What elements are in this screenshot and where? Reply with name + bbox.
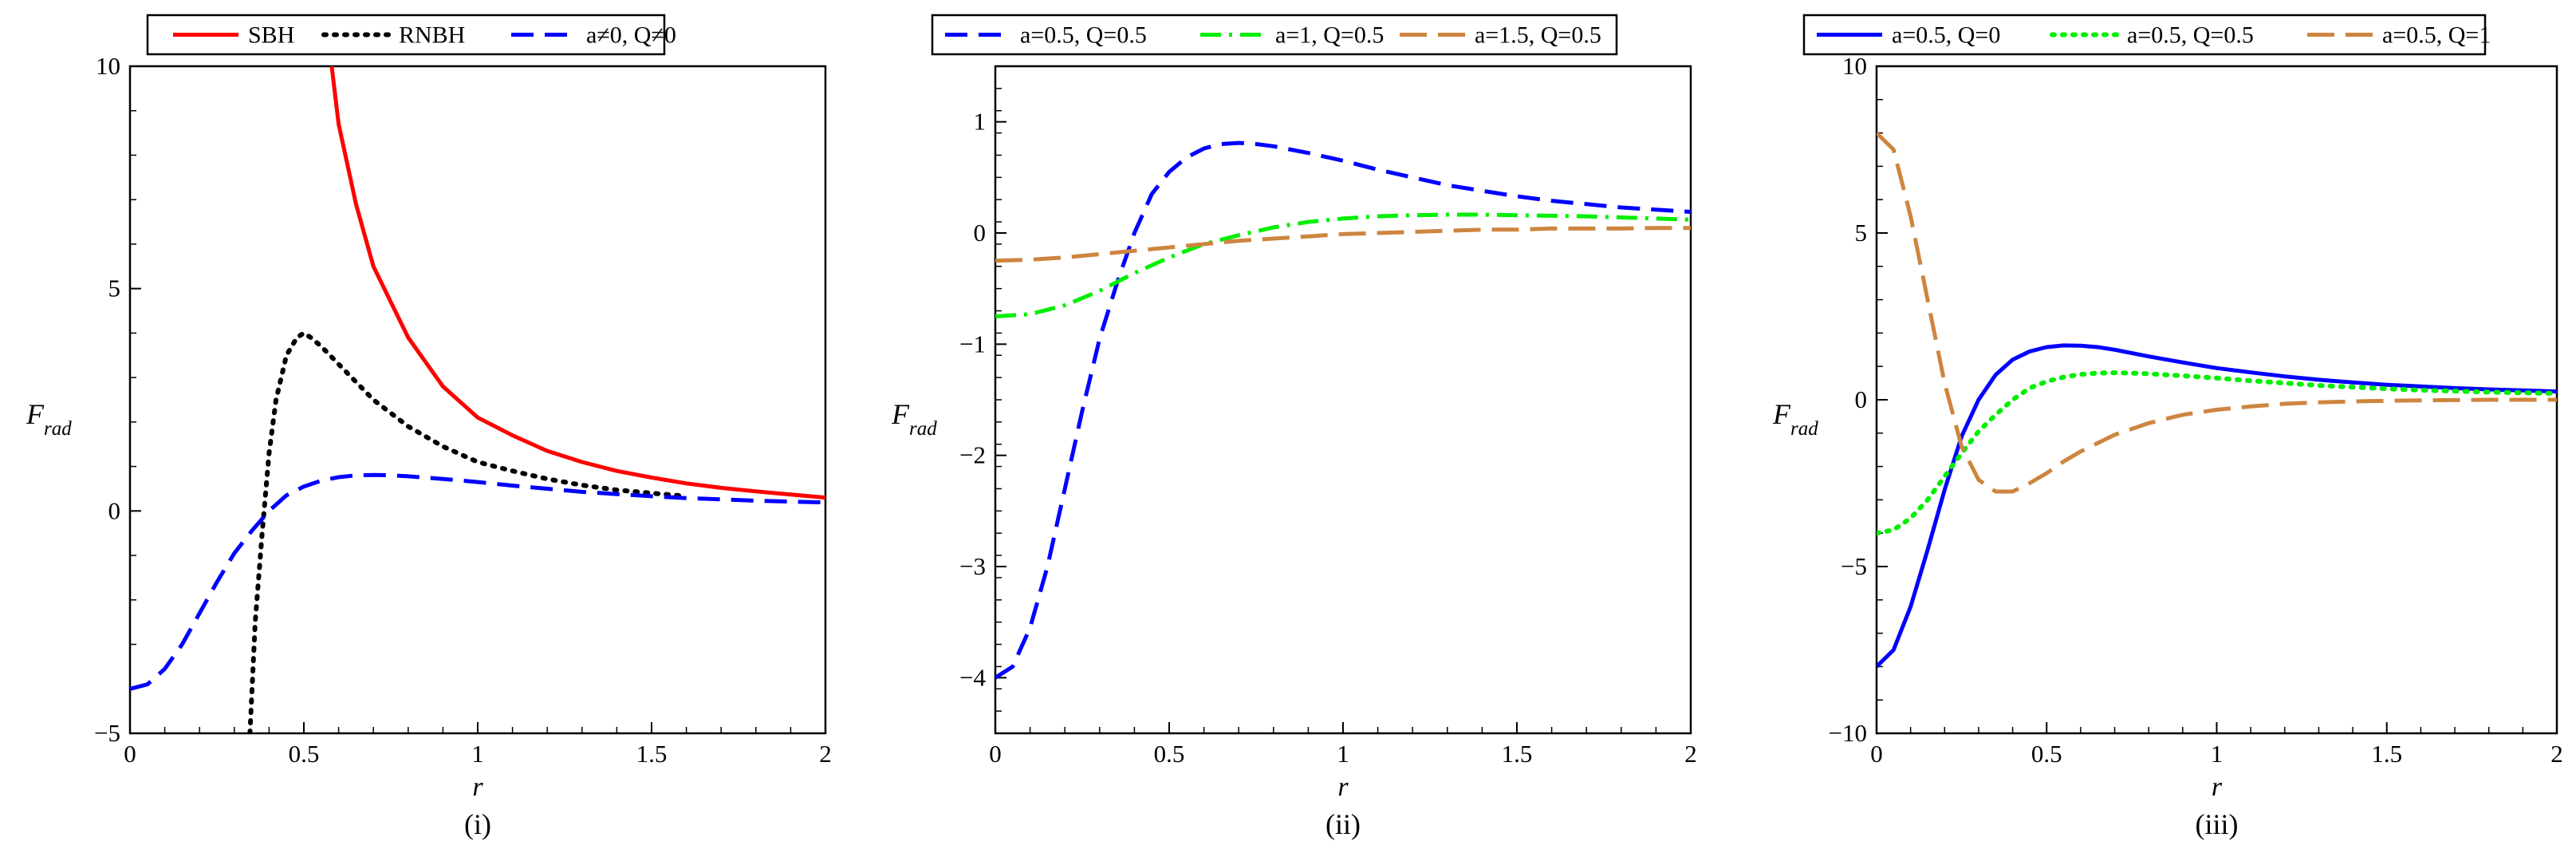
y-axis-label: F bbox=[1772, 398, 1791, 430]
y-tick-label: 0 bbox=[108, 496, 121, 524]
legend-label-2: RNBH bbox=[399, 22, 465, 49]
chart-panel-2: 0 0.5 1 1.5 2 −4 −3 −2 −1 0 1 r F rad (ii) a=0.5, Q=0.5… bbox=[891, 14, 1697, 840]
x-tick-label: 2 bbox=[819, 740, 832, 768]
panel-caption: (i) bbox=[464, 808, 491, 840]
x-tick-label: 1 bbox=[2211, 740, 2223, 768]
chart-panel-3: 0 0.5 1 1.5 2 −10 −5 0 5 10 r F rad (iii) a=0.5, Q=0 a=… bbox=[1772, 14, 2563, 840]
x-tick-label: 2 bbox=[1684, 740, 1697, 768]
x-tick-label: 1 bbox=[1337, 740, 1349, 768]
series-line-3 bbox=[130, 472, 825, 691]
y-tick-label: 10 bbox=[1842, 52, 1867, 80]
series-line-2 bbox=[247, 330, 689, 733]
legend-label-1: a=0.5, Q=0 bbox=[1892, 22, 2000, 49]
legend-label-3: a≠0, Q≠0 bbox=[586, 22, 676, 49]
x-tick-label: 0.5 bbox=[289, 740, 320, 768]
x-tick-label: 2 bbox=[2550, 740, 2563, 768]
plot-frame bbox=[128, 65, 827, 735]
y-tick-label: 0 bbox=[1855, 385, 1868, 413]
series-line-2 bbox=[995, 212, 1691, 318]
y-tick-label: −5 bbox=[94, 719, 120, 747]
x-tick-label: 1.5 bbox=[2371, 740, 2402, 768]
series-line-3 bbox=[995, 226, 1691, 263]
x-tick-label: 0 bbox=[1870, 740, 1883, 768]
x-axis-label: r bbox=[2212, 772, 2223, 802]
y-axis-label-subscript: rad bbox=[909, 418, 937, 440]
legend-label-3: a=1.5, Q=0.5 bbox=[1475, 22, 1601, 49]
panel-caption: (ii) bbox=[1325, 808, 1361, 840]
panel-caption: (iii) bbox=[2196, 808, 2239, 840]
series-line-1 bbox=[1877, 343, 2557, 669]
legend-box bbox=[931, 14, 1618, 56]
y-tick-label: −10 bbox=[1829, 719, 1867, 747]
x-tick-label: 0 bbox=[124, 740, 136, 768]
legend-label-2: a=1, Q=0.5 bbox=[1275, 22, 1384, 49]
y-tick-label: −5 bbox=[1841, 552, 1867, 580]
y-tick-label: 5 bbox=[1855, 219, 1868, 247]
series-line-3 bbox=[1877, 131, 2557, 494]
legend-box bbox=[146, 14, 666, 56]
y-tick-label: −1 bbox=[959, 330, 986, 357]
y-axis-label: F bbox=[26, 398, 45, 430]
legend-label-1: SBH bbox=[248, 22, 294, 49]
x-tick-label: 0.5 bbox=[1154, 740, 1185, 768]
legend-label-1: a=0.5, Q=0.5 bbox=[1020, 22, 1147, 49]
x-tick-label: 1.5 bbox=[636, 740, 668, 768]
legend-label-2: a=0.5, Q=0.5 bbox=[2127, 22, 2254, 49]
x-tick-label: 0.5 bbox=[2031, 740, 2062, 768]
y-tick-label: −4 bbox=[959, 663, 986, 691]
series-line-1 bbox=[995, 140, 1691, 680]
y-tick-label: −2 bbox=[959, 441, 986, 469]
y-tick-label: 5 bbox=[108, 274, 121, 302]
x-axis-label: r bbox=[1337, 772, 1349, 802]
series-line-1 bbox=[329, 66, 825, 500]
y-tick-label: 10 bbox=[96, 52, 120, 80]
y-axis-label: F bbox=[891, 398, 910, 430]
x-tick-label: 0 bbox=[989, 740, 1002, 768]
plot-frame bbox=[994, 65, 1692, 735]
x-tick-label: 1.5 bbox=[1502, 740, 1533, 768]
y-axis-label-subscript: rad bbox=[1790, 418, 1818, 440]
y-axis-label-subscript: rad bbox=[44, 418, 72, 440]
legend-label-3: a=0.5, Q=1 bbox=[2382, 22, 2491, 49]
series-line-2 bbox=[1877, 370, 2557, 536]
y-tick-label: −3 bbox=[959, 552, 986, 580]
y-tick-label: 1 bbox=[974, 108, 987, 136]
x-axis-label: r bbox=[472, 772, 483, 802]
y-tick-label: 0 bbox=[974, 219, 987, 247]
x-tick-label: 1 bbox=[471, 740, 484, 768]
